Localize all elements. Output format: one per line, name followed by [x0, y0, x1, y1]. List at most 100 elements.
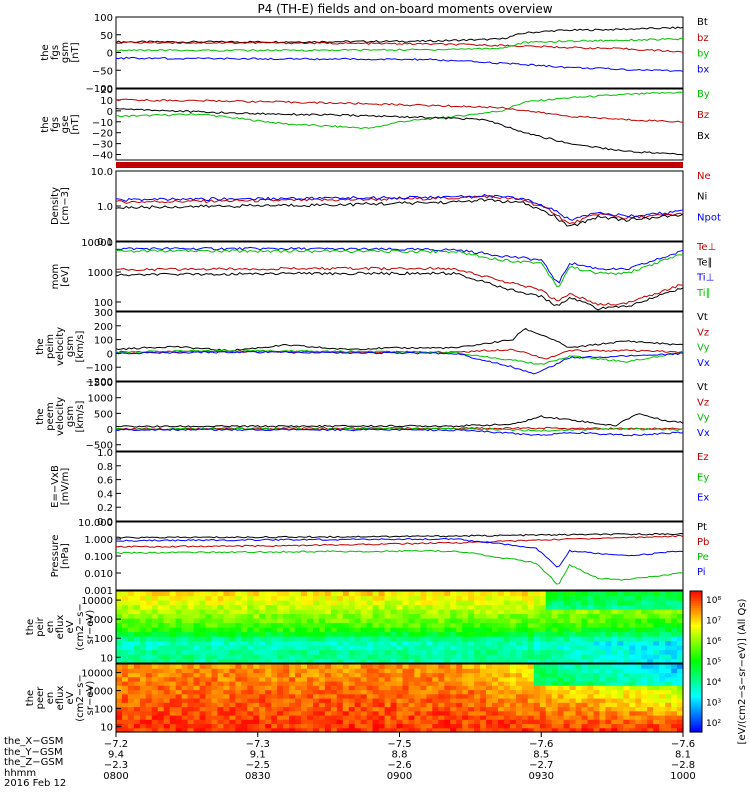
spectrogram-cell: [271, 631, 278, 637]
spectrogram-cell: [157, 600, 165, 606]
spectrogram-cell: [139, 631, 147, 637]
spectrogram-cell: [402, 658, 410, 664]
spectrogram-cell: [354, 631, 362, 637]
y-tick-label: 1000: [88, 615, 113, 626]
spectrogram-cell: [569, 685, 577, 691]
spectrogram-cell: [295, 654, 302, 660]
spectrogram-cell: [127, 613, 135, 619]
spectrogram-cell: [653, 645, 660, 651]
spectrogram-cell: [515, 668, 523, 674]
date-label: 2016 Feb 12: [4, 778, 67, 790]
spectrogram-cell: [360, 600, 368, 606]
spectrogram-cell: [127, 645, 135, 651]
spectrogram-cell: [444, 591, 451, 597]
spectrogram-cell: [539, 689, 547, 695]
spectrogram-cell: [480, 658, 487, 664]
spectrogram-cell: [163, 723, 171, 729]
spectrogram-cell: [187, 710, 195, 716]
spectrogram-cell: [229, 706, 236, 712]
spectrogram-cell: [677, 622, 684, 628]
spectrogram-cell: [163, 640, 171, 646]
spectrogram-cell: [557, 668, 565, 674]
spectrogram-cell: [593, 719, 601, 725]
spectrogram-cell: [151, 723, 159, 729]
spectrogram-cell: [295, 710, 302, 716]
spectrogram-cell: [677, 609, 684, 615]
spectrogram-cell: [283, 727, 290, 733]
spectrogram-cell: [193, 706, 201, 712]
spectrogram-cell: [151, 595, 159, 601]
spectrogram-cell: [498, 681, 505, 686]
colorbar-cell: [690, 694, 702, 698]
spectrogram-cell: [653, 702, 660, 708]
legend-Vt: Vt: [697, 312, 708, 323]
spectrogram-cell: [509, 698, 517, 703]
spectrogram-cell: [492, 706, 499, 712]
spectrogram-cell: [402, 636, 410, 642]
spectrogram-cell: [659, 627, 666, 633]
spectrogram-cell: [217, 591, 225, 597]
spectrogram-cell: [336, 654, 344, 660]
spectrogram-cell: [199, 698, 207, 703]
spectrogram-cell: [575, 723, 583, 729]
spectrogram-cell: [611, 676, 618, 682]
spectrogram-cell: [163, 591, 171, 597]
spectrogram-cell: [330, 595, 338, 601]
spectrogram-cell: [581, 698, 589, 703]
legend-Npot: Npot: [697, 212, 721, 223]
spectrogram-cell: [241, 672, 248, 678]
spectrogram-cell: [223, 706, 230, 712]
spectrogram-cell: [563, 627, 571, 633]
spectrogram-cell: [295, 645, 302, 651]
spectrogram-cell: [235, 658, 242, 664]
spectrogram-cell: [438, 664, 445, 669]
x-tick-label: 8.5: [533, 750, 549, 761]
spectrogram-cell: [420, 622, 427, 628]
spectrogram-cell: [360, 681, 368, 686]
spectrogram-cell: [151, 689, 159, 695]
spectrogram-cell: [384, 706, 392, 712]
spectrogram-cell: [492, 664, 499, 669]
spectrogram-cell: [653, 681, 660, 686]
spectrogram-cell: [623, 609, 630, 615]
spectrogram-cell: [318, 723, 326, 729]
spectrogram-cell: [229, 693, 236, 699]
spectrogram-cell: [366, 640, 374, 646]
spectrogram-cell: [307, 672, 314, 678]
spectrogram-cell: [259, 627, 266, 633]
spectrogram-cell: [283, 693, 290, 699]
spectrogram-cell: [420, 604, 427, 610]
spectrogram-cell: [211, 689, 219, 695]
spectrogram-cell: [515, 627, 523, 633]
spectrogram-cell: [348, 595, 356, 601]
spectrogram-cell: [169, 693, 177, 699]
spectrogram-cell: [241, 698, 248, 703]
spectrogram-cell: [414, 706, 421, 712]
spectrogram-cell: [163, 631, 171, 637]
y-tick-label: 100: [94, 336, 113, 347]
spectrogram-cell: [151, 681, 159, 686]
spectrogram-cell: [205, 681, 213, 686]
spectrogram-cell: [557, 604, 565, 610]
spectrogram-cell: [175, 706, 183, 712]
spectrogram-cell: [480, 604, 487, 610]
spectrogram-cell: [139, 645, 147, 651]
spectrogram-cell: [671, 715, 678, 720]
spectrogram-cell: [486, 710, 493, 716]
spectrogram-cell: [456, 727, 463, 733]
spectrogram-cell: [599, 631, 606, 637]
y-axis-label: [km/s]: [75, 330, 86, 362]
spectrogram-cell: [336, 681, 344, 686]
spectrogram-cell: [253, 710, 260, 716]
spectrogram-cell: [313, 618, 320, 624]
spectrogram-cell: [145, 618, 153, 624]
spectrogram-cell: [348, 645, 356, 651]
spectrogram-cell: [301, 604, 308, 610]
spectrogram-cell: [384, 595, 392, 601]
y-axis-label: [nT]: [70, 42, 81, 62]
spectrogram-cell: [498, 664, 505, 669]
spectrogram-cell: [271, 727, 278, 733]
spectrogram-cell: [515, 609, 523, 615]
spectrogram-cell: [486, 600, 493, 606]
spectrogram-cell: [318, 689, 326, 695]
